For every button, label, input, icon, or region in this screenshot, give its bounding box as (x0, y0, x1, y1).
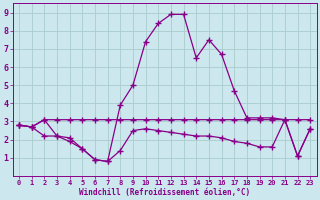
X-axis label: Windchill (Refroidissement éolien,°C): Windchill (Refroidissement éolien,°C) (79, 188, 250, 197)
